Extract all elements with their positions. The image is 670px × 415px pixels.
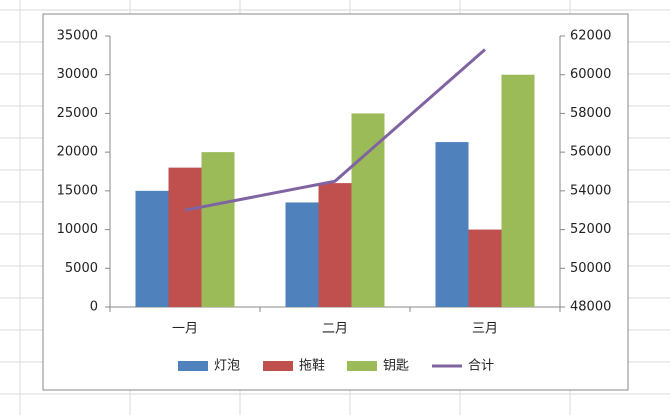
legend-label: 拖鞋	[299, 358, 325, 374]
y2-tick-label: 48000	[570, 300, 611, 315]
bar	[285, 202, 319, 307]
y-tick-label: 35000	[57, 29, 98, 44]
x-tick-label: 二月	[322, 322, 348, 337]
y2-tick-label: 58000	[570, 106, 611, 121]
bar	[501, 74, 535, 307]
y2-tick-label: 50000	[570, 261, 611, 276]
legend-label: 合计	[468, 359, 494, 374]
y-tick-label: 15000	[57, 183, 98, 198]
bar	[435, 142, 469, 307]
line	[184, 48, 486, 212]
x-tick-label: 三月	[472, 322, 498, 337]
bar	[351, 113, 385, 307]
legend-label: 钥匙	[383, 359, 409, 374]
y-tick-label: 0	[90, 300, 98, 315]
bar	[318, 183, 352, 307]
bar	[468, 229, 502, 307]
y2-tick-label: 62000	[570, 29, 611, 44]
y-tick-label: 25000	[57, 106, 98, 121]
legend-label: 灯泡	[214, 359, 240, 374]
y2-tick-label: 56000	[570, 145, 611, 160]
legend-swatch	[263, 361, 293, 371]
bar	[135, 190, 169, 307]
y-tick-label: 20000	[57, 145, 98, 160]
y-tick-label: 5000	[65, 261, 98, 276]
y2-tick-label: 54000	[570, 183, 611, 198]
bar	[168, 167, 202, 307]
y-tick-label: 30000	[57, 67, 98, 82]
y-tick-label: 10000	[57, 222, 98, 237]
y2-tick-label: 60000	[570, 67, 611, 82]
bar	[201, 152, 235, 307]
legend-swatch	[347, 361, 377, 371]
x-tick-label: 一月	[172, 322, 198, 337]
legend-swatch	[178, 361, 208, 371]
y2-tick-label: 52000	[570, 222, 611, 237]
